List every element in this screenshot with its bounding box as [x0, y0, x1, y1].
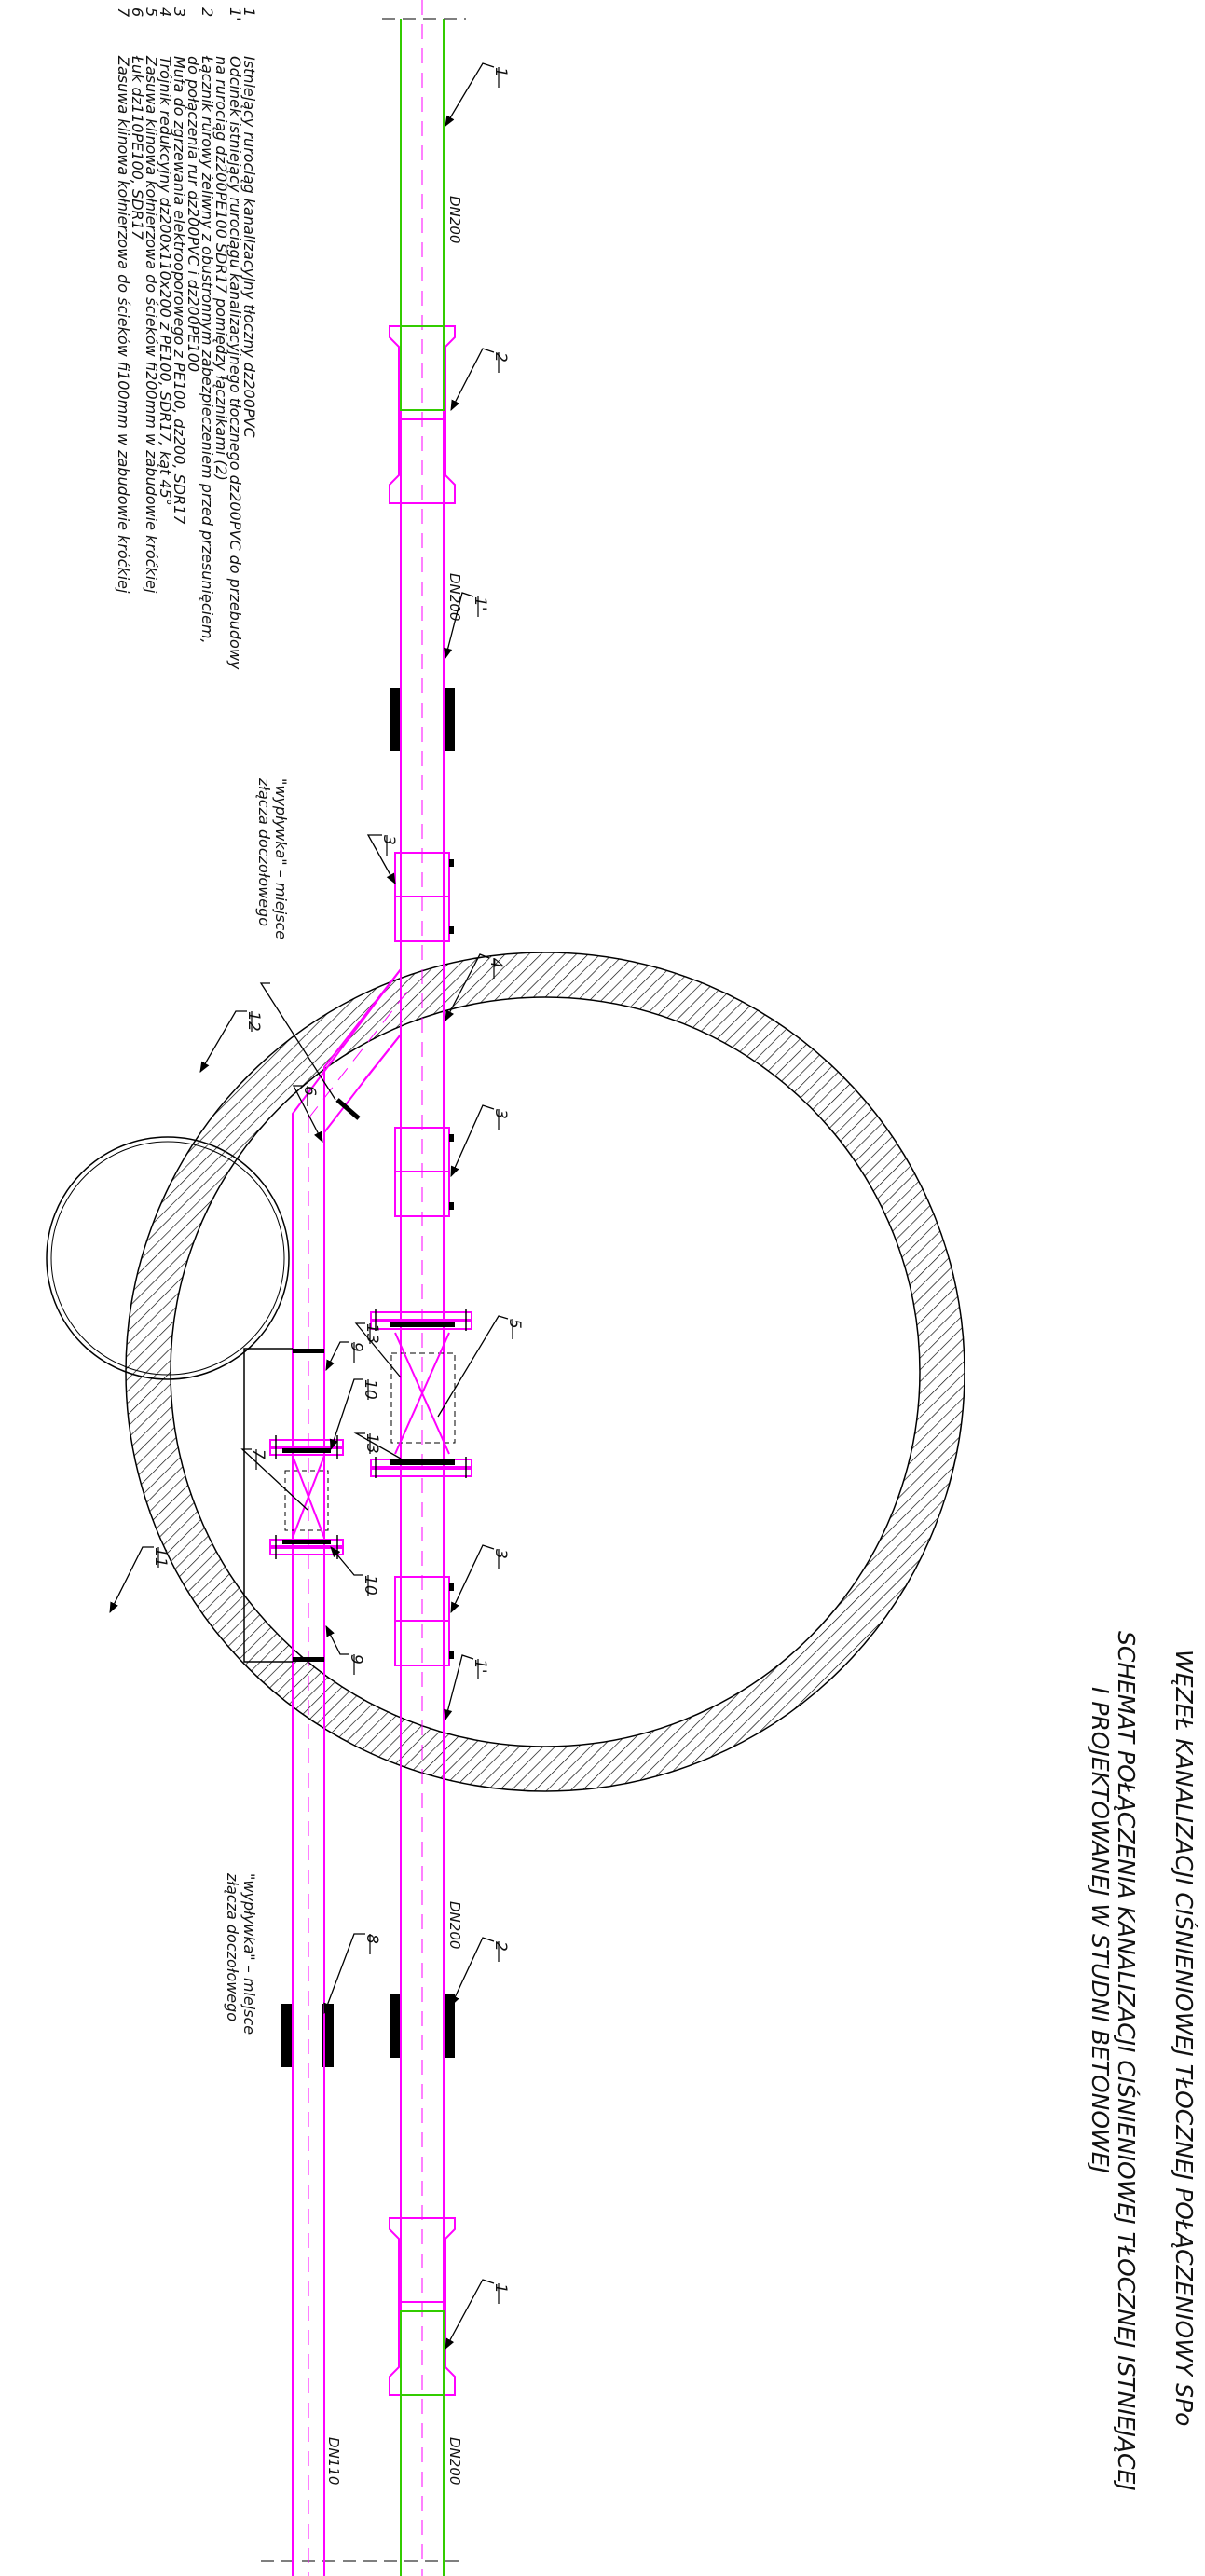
- weld-note-line1: "wypływka" – miejsce: [272, 778, 290, 939]
- legend-text: Łuk dz110PE100, SDR17: [129, 55, 146, 240]
- coupling-bottom: [389, 2217, 456, 2396]
- marker-m7: 7: [249, 1449, 267, 1459]
- branch-pipe: [292, 968, 411, 2576]
- marker-m1_bot: 1: [491, 2283, 510, 2294]
- title-line2: SCHEMAT POŁĄCZENIA KANALIZACJI CIŚNIENIO…: [1113, 1631, 1141, 2491]
- chamber-wall: [125, 688, 965, 2067]
- legend-text: na rurociąg dz200PE100 SDR17 pomiędzy łą…: [212, 56, 230, 481]
- sleeve-c: [394, 1576, 454, 1666]
- legend-text: Mufa do zgrzewania elektrooporowego z PE…: [171, 56, 188, 525]
- marker-m3_b: 3: [491, 1109, 510, 1119]
- marker-m1_top: 1: [491, 67, 510, 77]
- marker-m8: 8: [363, 1934, 381, 1944]
- marker-m10_b: 10: [361, 1575, 379, 1596]
- coupling-top: [389, 325, 456, 504]
- weld-callout-frame: [243, 1348, 293, 1663]
- marker-m1p_top: 1': [471, 596, 489, 611]
- label-dn200: DN200: [446, 196, 463, 243]
- legend-number: 4: [157, 7, 174, 17]
- legend-number: 6: [129, 7, 146, 17]
- pipe-size-labels: DN200 DN200 DN200 DN200 DN110: [325, 196, 463, 2485]
- weld-note-line2: złącza doczołowego: [224, 1872, 241, 2021]
- manhole-opening-inner: [50, 1141, 285, 1376]
- legend-number: 1: [240, 7, 258, 17]
- marker-m6: 6: [300, 1086, 319, 1096]
- marker-m2_top: 2: [491, 352, 510, 363]
- legend-text: Łącznik rurowy żeliwny z obustronnym zab…: [199, 55, 216, 644]
- wall-seal: [390, 1994, 401, 2058]
- valve-dn100: [269, 1435, 344, 1559]
- weld-note-line1: "wypływka" – miejsce: [240, 1873, 258, 2035]
- marker-m5: 5: [505, 1319, 524, 1329]
- label-dn110: DN110: [325, 2437, 342, 2485]
- legend-number: 2: [199, 7, 216, 17]
- label-dn200: DN200: [446, 1901, 463, 1949]
- marker-m9_a: 9: [347, 1342, 365, 1352]
- leaders: [109, 62, 509, 2350]
- marker-m13_a: 13: [363, 1323, 381, 1344]
- marker-m12: 12: [244, 1011, 263, 1032]
- legend-text: do połączenia rur dz200PVC i dz200PE100: [185, 56, 202, 372]
- wall-seal: [281, 2004, 293, 2067]
- legend-text: Trójnik redukcyjny dz200x110x200 z PE100…: [157, 56, 174, 506]
- legend-text: Zasuwa klinowa kołnierzowa do ścieków fi…: [143, 55, 160, 594]
- legend-text: Zasuwa klinowa kołnierzowa do ścieków fi…: [115, 55, 132, 594]
- wall-seal: [444, 1994, 455, 2058]
- title-line1: WĘZEŁ KANALIZACJI CIŚNIENIOWEJ TŁOCZNEJ …: [1171, 1650, 1198, 2426]
- sleeve-a: [394, 852, 454, 942]
- legend-text: Odcinek istniejący rurociągu kanalizacyj…: [226, 56, 244, 670]
- legend-number: 1': [226, 7, 244, 21]
- wall-seal: [390, 688, 401, 751]
- marker-m10_a: 10: [361, 1379, 379, 1400]
- weld-annotations: "wypływka" – miejsce złącza doczołowego …: [224, 777, 290, 2035]
- legend-number: 5: [143, 7, 160, 17]
- title-block: WĘZEŁ KANALIZACJI CIŚNIENIOWEJ TŁOCZNEJ …: [1087, 1631, 1198, 2491]
- wall-seal: [444, 688, 455, 751]
- marker-m3_c: 3: [491, 1549, 510, 1559]
- weld-note-line2: złącza doczołowego: [255, 777, 273, 926]
- marker-m11: 11: [151, 1547, 170, 1568]
- sleeve-b: [394, 1127, 454, 1217]
- valve-dn200: [370, 1309, 472, 1478]
- marker-m4: 4: [486, 958, 505, 968]
- marker-m13_b: 13: [363, 1433, 381, 1454]
- legend-number: 7: [115, 7, 132, 18]
- label-dn200: DN200: [446, 2437, 463, 2485]
- marker-m9_b: 9: [347, 1654, 365, 1665]
- legend: 1 Istniejący rurociąg kanalizacyjny tłocz…: [115, 7, 258, 670]
- marker-m3_a: 3: [379, 835, 398, 845]
- label-dn200: DN200: [446, 573, 463, 621]
- legend-text: Istniejący rurociąg kanalizacyjny tłoczn…: [240, 56, 258, 438]
- legend-number: 3: [171, 7, 188, 17]
- title-line3: I PROJEKTOWANEJ W STUDNI BETONOWEJ: [1087, 1687, 1114, 2173]
- marker-m2_bot: 2: [491, 1941, 510, 1952]
- marker-m1p_bot: 1': [471, 1659, 489, 1674]
- manhole-opening: [46, 1136, 290, 1380]
